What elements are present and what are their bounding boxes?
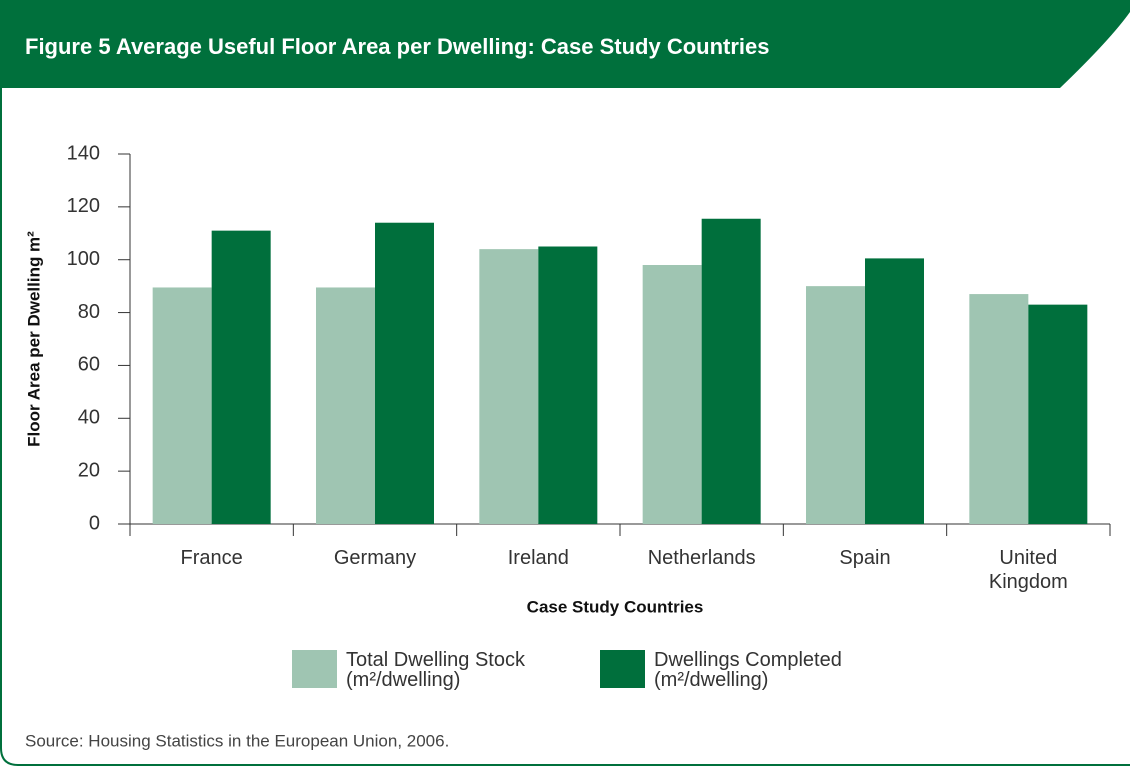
bar — [806, 286, 865, 524]
x-tick-label: Ireland — [507, 547, 569, 569]
y-tick-label: 80 — [78, 301, 100, 323]
x-tick-label: Netherlands — [647, 547, 756, 569]
y-tick-label: 0 — [89, 512, 100, 534]
y-tick-label: 100 — [67, 248, 100, 270]
bar — [1028, 304, 1088, 524]
bar — [538, 246, 598, 524]
bar — [375, 222, 434, 524]
bar — [969, 294, 1029, 524]
x-tick-label: Spain — [839, 547, 891, 569]
y-tick-label: 20 — [78, 459, 100, 481]
x-tick-label: United Kingdom — [988, 547, 1068, 593]
frame-border — [0, 88, 1130, 766]
y-axis-label: Floor Area per Dwelling m² — [24, 231, 43, 447]
legend-label: Dwellings Completed (m²/dwelling) — [654, 649, 842, 691]
bar — [211, 230, 271, 524]
legend-swatch — [292, 650, 337, 688]
legend-label: Total Dwelling Stock (m²/dwelling) — [346, 649, 525, 691]
y-tick-label: 140 — [67, 142, 100, 164]
x-axis-label: Case Study Countries — [527, 597, 704, 616]
bar — [479, 249, 539, 524]
y-tick-label: 120 — [67, 195, 100, 217]
legend-swatch — [600, 650, 645, 688]
bar — [865, 258, 924, 524]
source-note: Source: Housing Statistics in the Europe… — [25, 731, 449, 750]
bar — [642, 265, 702, 524]
x-tick-label: Germany — [333, 547, 417, 569]
bar — [152, 287, 212, 524]
header-band — [0, 0, 1130, 88]
chart-title: Figure 5 Average Useful Floor Area per D… — [25, 34, 770, 59]
x-tick-label: France — [180, 547, 243, 569]
bar — [316, 287, 375, 524]
y-tick-label: 40 — [78, 407, 100, 429]
y-tick-label: 60 — [78, 354, 100, 376]
bar — [701, 218, 761, 524]
